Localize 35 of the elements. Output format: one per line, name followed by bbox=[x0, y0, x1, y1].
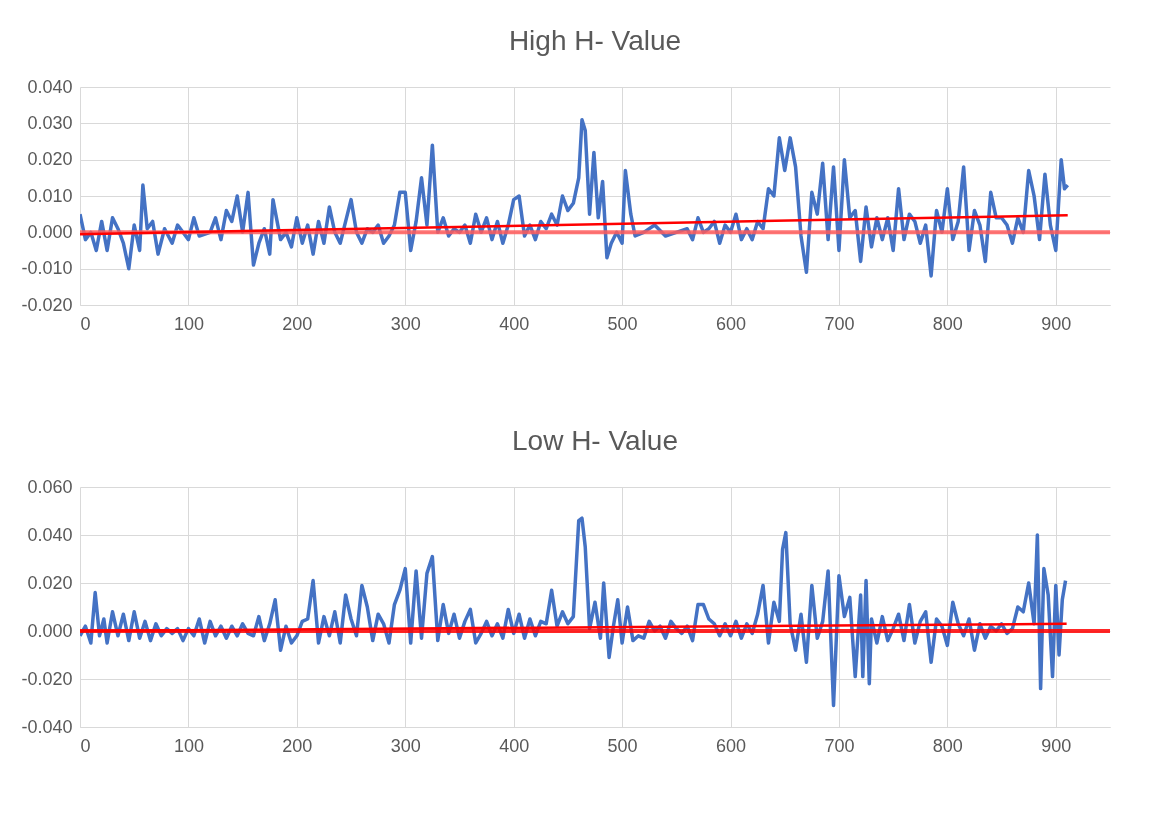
y-tick-label: 0.000 bbox=[27, 620, 73, 641]
y-tick-label: -0.010 bbox=[21, 258, 73, 279]
chart-title: Low H- Value bbox=[511, 425, 679, 456]
y-tick-label: 0.020 bbox=[27, 149, 73, 170]
x-tick-label: 300 bbox=[390, 313, 421, 334]
y-tick-label: 0.030 bbox=[27, 112, 73, 133]
x-tick-label: 200 bbox=[282, 313, 313, 334]
y-tick-label: -0.020 bbox=[21, 294, 73, 315]
y-tick-label: -0.020 bbox=[21, 668, 73, 689]
y-tick-label: 0.000 bbox=[27, 221, 73, 242]
x-tick-label: 600 bbox=[716, 313, 747, 334]
x-tick-label: 0 bbox=[80, 313, 91, 334]
chart-title: High H- Value bbox=[508, 25, 682, 56]
x-tick-label: 900 bbox=[1041, 313, 1072, 334]
y-tick-label: 0.020 bbox=[27, 572, 73, 593]
x-tick-label: 700 bbox=[824, 313, 855, 334]
x-tick-label: 500 bbox=[607, 313, 638, 334]
x-tick-label: 600 bbox=[716, 735, 747, 756]
x-tick-label: 0 bbox=[80, 735, 91, 756]
x-tick-label: 100 bbox=[173, 313, 204, 334]
x-tick-label: 800 bbox=[932, 313, 963, 334]
x-tick-label: 200 bbox=[282, 735, 313, 756]
x-tick-label: 800 bbox=[932, 735, 963, 756]
y-tick-label: 0.010 bbox=[27, 185, 73, 206]
y-tick-label: 0.060 bbox=[27, 476, 73, 497]
x-tick-label: 100 bbox=[173, 735, 204, 756]
x-tick-label: 500 bbox=[607, 735, 638, 756]
x-tick-label: 300 bbox=[390, 735, 421, 756]
y-tick-label: 0.040 bbox=[27, 76, 73, 97]
y-tick-label: 0.040 bbox=[27, 524, 73, 545]
x-tick-label: 400 bbox=[499, 735, 530, 756]
x-tick-label: 900 bbox=[1041, 735, 1072, 756]
x-tick-label: 700 bbox=[824, 735, 855, 756]
x-tick-label: 400 bbox=[499, 313, 530, 334]
y-tick-label: -0.040 bbox=[21, 716, 73, 737]
